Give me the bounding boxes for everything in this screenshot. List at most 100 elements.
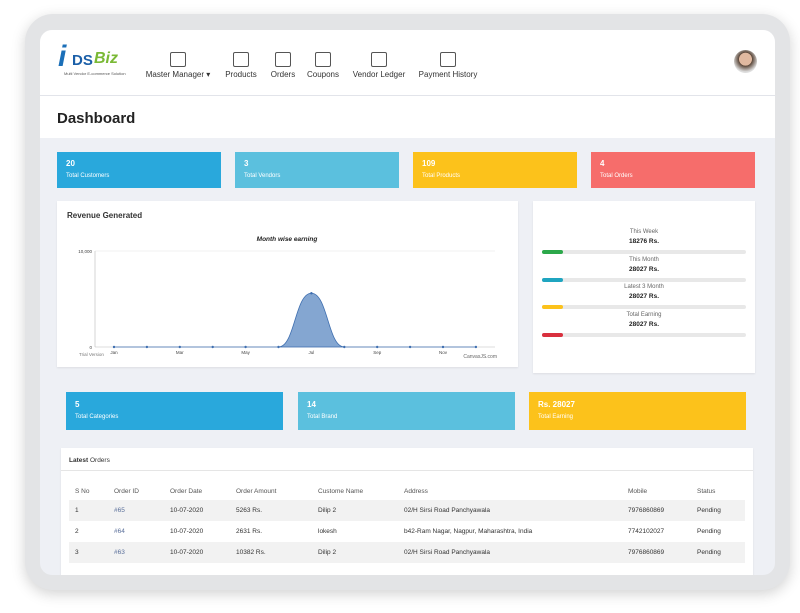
table-cell: Pending [697,549,721,556]
stat-card[interactable]: Rs. 28027 Total Earning [529,392,746,430]
table-row [69,500,745,521]
stat-label: Total Orders [600,172,633,179]
data-point [441,345,445,349]
nav-item[interactable]: Products [225,70,257,79]
table-cell: #65 [114,507,125,514]
nav-item[interactable]: Coupons [306,70,340,79]
column-header: Mobile [628,488,648,495]
area [114,292,476,348]
table-cell: 10-07-2020 [170,528,204,535]
nav-icon[interactable] [170,52,186,67]
data-point [277,345,280,349]
column-header: Order ID [114,488,139,495]
header: i DS Biz Multi Vendor E-commerce Solutio… [40,30,775,96]
nav-icon[interactable] [315,52,331,67]
data-point [145,345,149,349]
stat-card[interactable]: 5 Total Categories [66,392,283,430]
logo-mark: i [58,40,67,73]
nav-item[interactable]: Vendor Ledger [352,70,406,79]
watermark: Trial Version [79,352,104,357]
table-cell: 7976860869 [628,507,665,514]
nav-item[interactable]: Orders [270,70,296,79]
table-cell: 2631 Rs. [236,528,263,535]
earning-label: This Month [629,256,659,263]
x-tick-label: Jan [110,350,118,355]
table-cell: 7742102027 [628,528,665,535]
data-point [310,292,313,295]
stat-card[interactable]: 4 Total Orders [591,152,755,188]
stat-value: 4 [600,159,605,169]
title-bar: Dashboard [40,96,775,138]
table-cell: 02/H Sirsi Road Panchyawala [404,549,490,556]
x-tick-label: Jul [309,350,315,355]
table-title-rest: Orders [89,457,110,464]
stat-card[interactable]: 109 Total Products [413,152,577,188]
data-point [408,345,412,349]
nav-icon[interactable] [233,52,249,67]
earning-value: 28027 Rs. [629,293,659,300]
table-cell: #63 [114,549,125,556]
stat-card[interactable]: 3 Total Vendors [235,152,399,188]
progress-bar [542,250,746,254]
table-cell: 2 [75,528,79,535]
stat-value: Rs. 28027 [538,399,575,409]
column-header: Address [404,488,428,495]
progress-fill [542,250,563,254]
nav-item[interactable]: Payment History [418,70,478,79]
data-point [211,345,214,349]
nav-icon[interactable] [275,52,291,67]
stat-card[interactable]: 14 Total Brand [298,392,515,430]
table-cell: Pending [697,528,721,535]
stat-label: Total Customers [66,172,110,179]
table-cell: Dilip 2 [318,549,337,556]
credit: CanvasJS.com [463,354,497,360]
table-cell: 7976860869 [628,549,665,556]
stat-card[interactable]: 20 Total Customers [57,152,221,188]
table-cell: lokesh [318,528,337,535]
x-tick-label: Nov [439,350,448,355]
data-point [244,345,247,349]
stat-label: Total Categories [75,414,119,421]
earnings-panel: This Week 18276 Rs. This Month 28027 Rs. Lat… [533,201,755,373]
x-tick-label: May [241,350,250,355]
stat-label: Total Brand [307,414,338,421]
stat-value: 3 [244,159,249,169]
earning-label: This Week [629,229,659,235]
table-cell: 5263 Rs. [236,507,263,514]
logo-tagline: Multi Vendor E-commerce Solution [64,71,126,76]
column-header: S No [75,488,90,495]
orders-panel: Latest Orders S No Order ID Order Date Orde… [61,448,753,575]
earning-value: 18276 Rs. [629,238,659,245]
table-cell: 10-07-2020 [170,549,204,556]
progress-bar [542,277,746,282]
table-row [69,521,745,542]
stat-label: Total Products [422,172,461,179]
data-point [474,345,478,349]
avatar[interactable] [734,50,757,73]
column-header: Status [697,488,716,495]
progress-fill [542,277,563,282]
table-cell: 10382 Rs. [236,549,266,556]
chart-title: Month wise earning [257,236,318,243]
page-title: Dashboard [57,110,136,127]
table-cell: 02/H Sirsi Road Panchyawala [404,507,490,514]
earning-label: Latest 3 Month [624,284,664,290]
x-tick-label: Mar [176,350,184,355]
stat-value: 109 [422,159,436,169]
logo-accent: Biz [94,50,118,67]
data-point [112,345,116,349]
stat-value: 20 [66,159,75,169]
progress-bar [542,305,746,309]
stat-label: Total Vendors [244,172,281,179]
y-tick-label: 0 [89,345,92,350]
table-cell: Pending [697,507,721,514]
earning-value: 28027 Rs. [629,265,659,273]
nav-icon[interactable] [440,52,456,67]
nav-item[interactable]: Master Manager ▾ [145,70,211,79]
progress-fill [542,305,563,309]
data-point [178,345,181,349]
data-point [376,345,379,349]
table-row [69,542,745,563]
earning-label: Total Earning [626,311,662,318]
nav-icon[interactable] [371,52,387,67]
